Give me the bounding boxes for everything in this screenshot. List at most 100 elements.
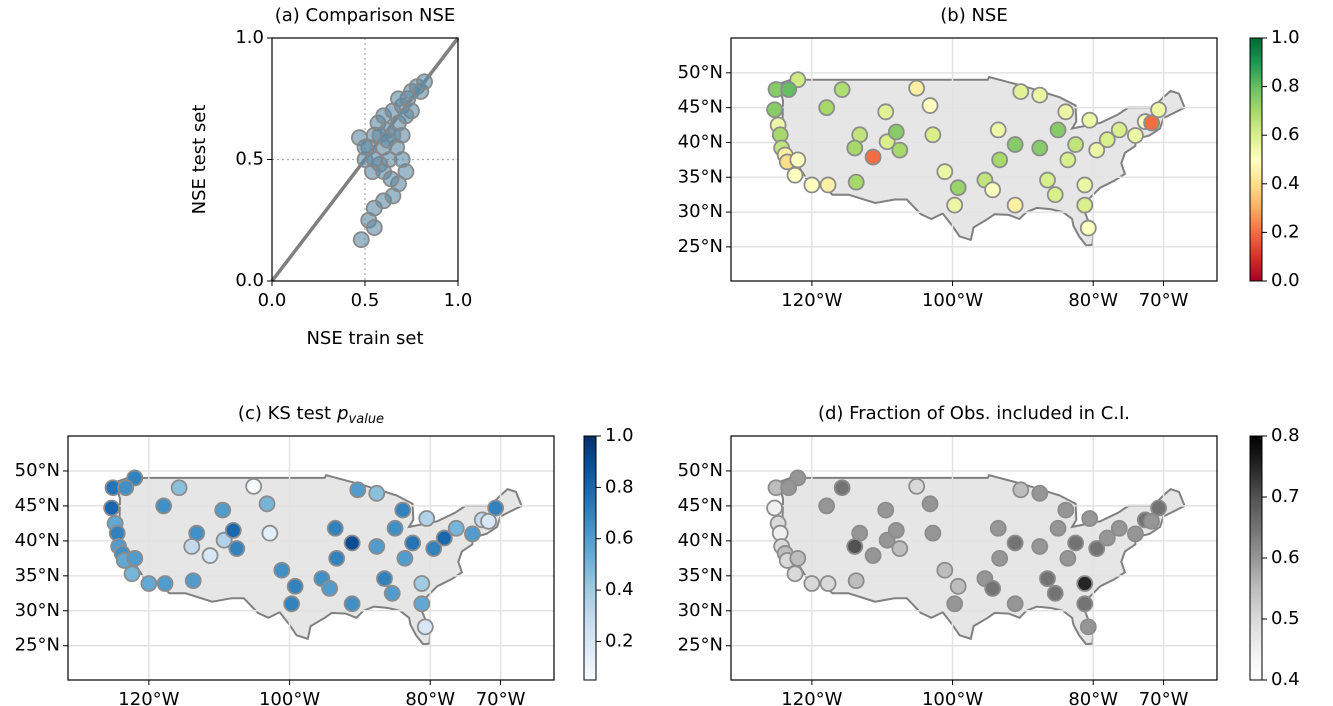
station-point	[864, 547, 882, 564]
colorbar-tick-label: 0.4	[1271, 669, 1300, 690]
y-tick-label: 50°N	[15, 460, 60, 481]
colorbar-tick-label: 0.6	[1271, 124, 1300, 145]
station-point	[766, 499, 784, 517]
scatter-point	[365, 151, 383, 168]
y-tick-label: 30°N	[678, 600, 723, 621]
station-point	[989, 519, 1007, 537]
station-point	[1127, 525, 1144, 543]
scatter-point	[382, 170, 400, 188]
station-point	[1059, 549, 1077, 567]
station-point	[123, 565, 141, 583]
station-point	[936, 163, 954, 181]
station-point	[803, 575, 821, 592]
station-point	[283, 595, 301, 613]
station-point	[786, 166, 804, 184]
station-point	[404, 534, 422, 552]
colorbar-tick-label: 0.5	[1271, 608, 1300, 629]
x-tick-label: 0.5	[351, 290, 380, 311]
scatter-point	[356, 138, 374, 156]
colorbar-tick-label: 0.6	[1271, 547, 1300, 568]
y-tick-label: 30°N	[15, 600, 60, 621]
station-point	[946, 196, 964, 214]
station-point	[1076, 595, 1094, 613]
station-point	[887, 521, 905, 539]
station-point	[1031, 484, 1049, 502]
station-point	[1098, 529, 1116, 547]
station-point	[949, 577, 967, 595]
station-point	[286, 577, 304, 595]
station-point	[1006, 534, 1024, 552]
station-point	[126, 549, 144, 567]
station-point	[1076, 575, 1094, 592]
station-point	[1012, 481, 1030, 499]
y-tick-label: 35°N	[15, 565, 60, 586]
station-point	[786, 565, 804, 583]
station-point	[1006, 136, 1024, 153]
chart-title: (a) Comparison NSE	[275, 5, 456, 26]
colorbar	[583, 435, 597, 681]
station-point	[1098, 131, 1116, 149]
station-point	[1150, 101, 1168, 119]
station-point	[1076, 196, 1094, 214]
station-point	[487, 499, 505, 517]
colorbar-tick-label: 1.0	[605, 425, 634, 446]
station-point	[946, 595, 964, 613]
station-point	[991, 549, 1009, 567]
station-point	[155, 497, 173, 515]
station-point	[258, 495, 276, 513]
y-tick-label: 45°N	[678, 97, 723, 118]
station-point	[103, 499, 121, 517]
station-point	[887, 123, 905, 141]
scatter-point	[397, 107, 415, 125]
station-point	[368, 484, 386, 502]
y-tick-label: 45°N	[678, 495, 723, 516]
station-point	[818, 99, 836, 117]
station-point	[846, 538, 864, 555]
y-tick-label: 40°N	[678, 131, 723, 152]
scatter-point	[365, 219, 383, 236]
station-point	[936, 561, 954, 579]
y-tick-label: 30°N	[678, 201, 723, 222]
x-tick-label: 70°W	[1139, 689, 1189, 706]
colorbar-tick-label: 0.8	[1271, 76, 1300, 97]
station-point	[1076, 176, 1094, 194]
y-tick-label: 25°N	[678, 635, 723, 656]
x-tick-label: 1.0	[444, 290, 473, 311]
scatter-point	[416, 73, 433, 91]
station-point	[1067, 534, 1085, 552]
station-point	[1110, 121, 1128, 139]
colorbar	[1249, 37, 1263, 282]
station-point	[228, 540, 246, 557]
axes-frame	[271, 37, 459, 282]
station-point	[326, 519, 344, 537]
colorbar-tick-label: 0.4	[605, 579, 634, 600]
station-point	[984, 580, 1002, 597]
station-point	[891, 141, 909, 159]
station-point	[819, 176, 837, 194]
x-tick-label: 120°W	[118, 689, 179, 706]
station-point	[924, 126, 942, 144]
station-point	[847, 572, 865, 590]
station-point	[766, 101, 784, 119]
x-tick-label: 100°W	[259, 689, 320, 706]
chart-title: (c) KS test pvalue	[238, 403, 384, 427]
y-tick-label: 25°N	[678, 236, 723, 257]
station-point	[908, 477, 926, 495]
station-point	[949, 179, 967, 197]
station-point	[1046, 186, 1064, 204]
station-point	[416, 618, 434, 636]
scatter-point	[352, 231, 370, 249]
station-point	[435, 529, 453, 547]
station-point	[1031, 538, 1049, 555]
y-tick-label: 1.0	[235, 27, 264, 48]
station-point	[413, 595, 431, 613]
x-tick-label: 80°W	[405, 689, 455, 706]
colorbar-tick-label: 0.8	[605, 476, 634, 497]
station-point	[989, 121, 1007, 139]
station-point	[1079, 219, 1097, 237]
station-point	[184, 572, 202, 590]
station-point	[321, 580, 339, 597]
x-tick-label: 80°W	[1068, 689, 1118, 706]
station-point	[418, 510, 436, 527]
y-tick-label: 35°N	[678, 166, 723, 187]
